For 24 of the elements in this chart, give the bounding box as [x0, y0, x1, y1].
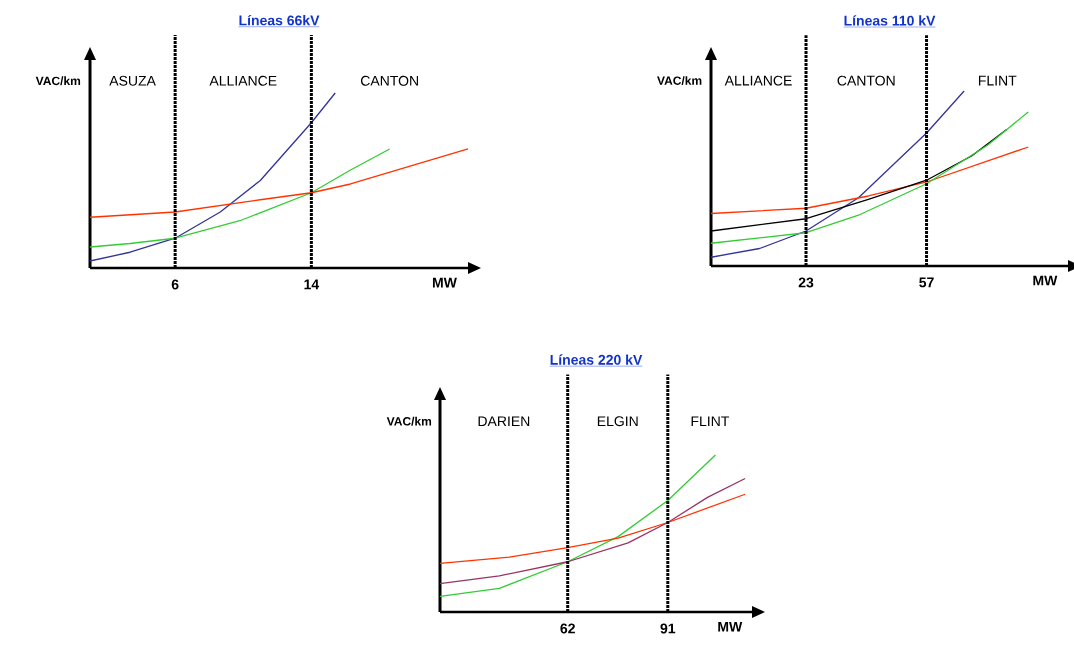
x-axis-title: MW [718, 621, 743, 632]
text: CANTON [837, 75, 895, 86]
chart-title: Líneas 220 kV [550, 354, 643, 365]
x-tick-label: 14 [304, 279, 320, 290]
x-tick-label: 6 [171, 279, 179, 290]
text: DARIEN [478, 416, 530, 427]
x-axis-title: MW [432, 277, 457, 288]
text: ASUZA [109, 75, 156, 86]
y-axis-title: VAC/km [657, 76, 702, 86]
text: ALLIANCE [209, 75, 277, 86]
text: FLINT [978, 75, 1017, 86]
chart-title: Líneas 110 kV [844, 15, 936, 26]
x-tick-label: 57 [919, 277, 934, 288]
y-axis-title: VAC/km [386, 416, 432, 426]
text: FLINT [691, 416, 730, 427]
x-tick-label: 23 [798, 277, 814, 288]
x-tick-label: 91 [660, 623, 676, 634]
text: CANTON [360, 75, 418, 86]
chart-title: Líneas 66kV [239, 14, 320, 26]
x-tick-label: 62 [560, 623, 575, 634]
y-axis-title: VAC/km [35, 76, 81, 86]
text: ALLIANCE [724, 75, 792, 86]
text: ELGIN [597, 416, 638, 427]
x-axis-title: MW [1033, 275, 1058, 286]
